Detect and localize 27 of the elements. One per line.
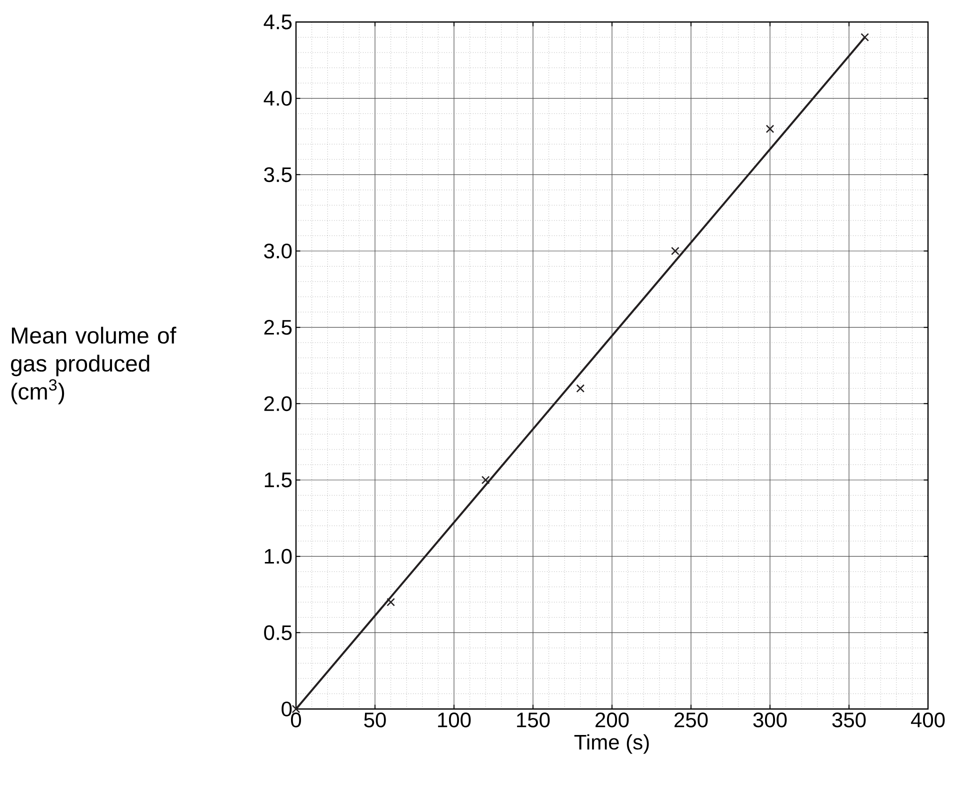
y-tick-label: 4.5 (264, 14, 292, 30)
point (576, 384, 585, 393)
y-tick-label: 2.5 (264, 320, 292, 335)
y-axis-title: Mean volume of gas produced (cm$^{3}$) (11, 326, 176, 404)
point (386, 598, 395, 606)
y-tick-label: 1.0 (264, 548, 292, 564)
y-tick-label: 3.0 (264, 244, 292, 258)
y-tick-label: 0 (282, 702, 292, 716)
x-tick-label: 0 (290, 712, 302, 728)
point (860, 33, 869, 42)
y-tick-label: 0.5 (264, 625, 292, 640)
y-tick-label: 4.0 (264, 90, 292, 106)
y-tick-label: 3.5 (264, 167, 292, 182)
point (671, 246, 680, 256)
y-tick-label: 1.5 (264, 472, 292, 488)
point (481, 476, 490, 484)
x-tick-label: 150 (517, 712, 550, 728)
x-tick-label: 250 (674, 712, 708, 728)
point (766, 124, 774, 134)
x-tick-label: 300 (753, 712, 787, 728)
x-tick-label: 400 (910, 712, 945, 728)
x-tick-label: 350 (832, 712, 866, 728)
y-tick-label: 2.0 (264, 396, 292, 412)
x-axis-title: Time (s) (574, 734, 649, 754)
x-tick-label: 100 (438, 712, 471, 728)
x-tick-label: 50 (364, 712, 386, 728)
x-tick-label: 200 (596, 712, 629, 728)
